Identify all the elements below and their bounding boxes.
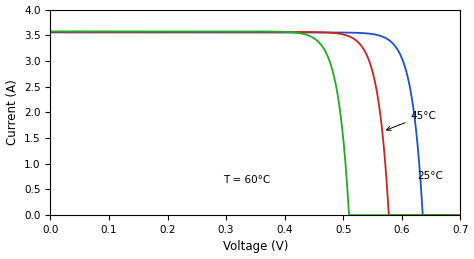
Text: T = 60°C: T = 60°C [223,175,270,185]
Text: 25°C: 25°C [417,171,443,181]
Text: 45°C: 45°C [386,111,436,130]
Y-axis label: Current (A): Current (A) [6,80,18,145]
X-axis label: Voltage (V): Voltage (V) [223,240,288,254]
